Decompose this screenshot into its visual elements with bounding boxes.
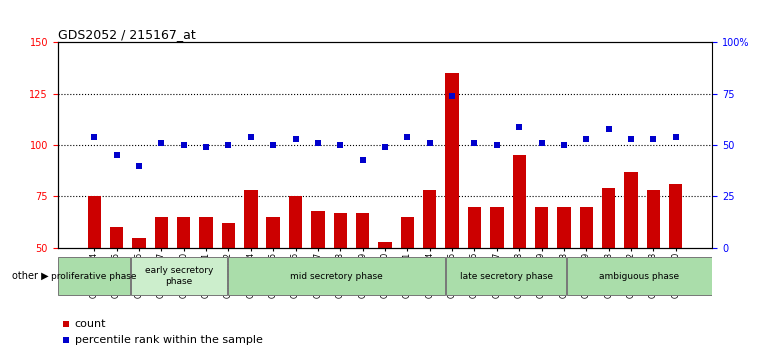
Text: proliferative phase: proliferative phase [52, 272, 137, 281]
Bar [333, 213, 347, 248]
Point [648, 136, 660, 142]
Point [424, 140, 436, 146]
Point [334, 142, 346, 148]
Point [132, 163, 145, 169]
Bar [59, 257, 130, 295]
Bar [490, 207, 504, 248]
Point [450, 262, 463, 268]
Point [110, 153, 122, 158]
Text: other ▶: other ▶ [12, 271, 49, 281]
Bar [602, 188, 615, 248]
Point [490, 142, 503, 148]
Text: GDS2052 / 215167_at: GDS2052 / 215167_at [58, 28, 196, 41]
Bar [222, 223, 235, 248]
Bar [228, 257, 445, 295]
Text: count: count [75, 319, 106, 329]
Point [290, 136, 302, 142]
Point [245, 134, 257, 140]
Point [450, 117, 463, 123]
Point [625, 136, 638, 142]
Bar [567, 257, 711, 295]
Point [513, 124, 525, 130]
Point [312, 140, 324, 146]
Bar [535, 207, 548, 248]
Text: percentile rank within the sample: percentile rank within the sample [75, 335, 263, 345]
Point [267, 142, 280, 148]
Bar [580, 207, 593, 248]
Bar [155, 217, 168, 248]
Point [88, 134, 100, 140]
Bar [131, 257, 227, 295]
Point [379, 144, 391, 150]
Bar [378, 242, 392, 248]
Bar [311, 211, 325, 248]
Bar [513, 155, 526, 248]
Bar [199, 217, 213, 248]
Bar [266, 217, 280, 248]
Point [178, 142, 190, 148]
Text: late secretory phase: late secretory phase [460, 272, 553, 281]
Bar [289, 196, 303, 248]
Point [557, 142, 570, 148]
Point [357, 157, 369, 162]
Bar [446, 257, 566, 295]
Bar [356, 213, 370, 248]
Bar [467, 207, 481, 248]
Text: ambiguous phase: ambiguous phase [600, 272, 680, 281]
Text: mid secretory phase: mid secretory phase [290, 272, 383, 281]
Text: early secretory
phase: early secretory phase [145, 267, 213, 286]
Bar [88, 196, 101, 248]
Point [580, 136, 592, 142]
Bar [177, 217, 190, 248]
Bar [445, 73, 459, 248]
Bar [244, 190, 257, 248]
Bar [669, 184, 682, 248]
Bar [132, 238, 146, 248]
Bar [110, 227, 123, 248]
Bar [557, 207, 571, 248]
Bar [624, 172, 638, 248]
Point [602, 126, 614, 132]
Bar [647, 190, 660, 248]
Bar [400, 217, 414, 248]
Point [535, 140, 547, 146]
Bar [423, 190, 437, 248]
Point [223, 142, 235, 148]
Point [670, 134, 682, 140]
Point [401, 134, 413, 140]
Point [156, 140, 168, 146]
Point [200, 144, 213, 150]
Point [446, 93, 458, 99]
Point [468, 140, 480, 146]
